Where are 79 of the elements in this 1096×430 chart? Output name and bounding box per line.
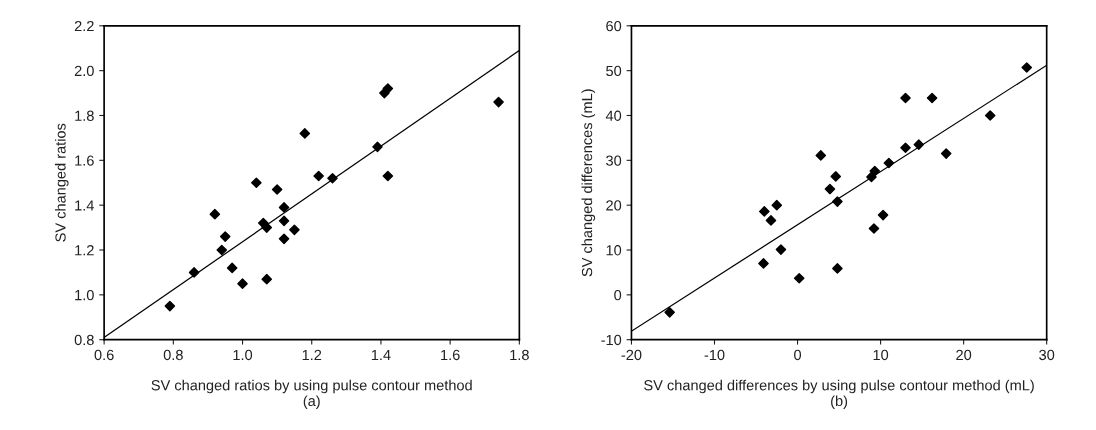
- y-tick-label: 10: [606, 245, 622, 256]
- point: [261, 222, 273, 233]
- point: [382, 170, 394, 182]
- x-tick-label: 10: [873, 349, 889, 361]
- x-tick-label: 1.6: [441, 349, 460, 361]
- point: [883, 157, 895, 169]
- point: [664, 307, 675, 318]
- y-tick-label: 1.6: [75, 155, 94, 166]
- point: [765, 215, 777, 226]
- point: [327, 172, 338, 184]
- point: [866, 171, 877, 183]
- x-axis-title: SV changed differences by using pulse contour method (mL) (b): [644, 379, 1034, 409]
- x-tick-label: -20: [621, 349, 642, 361]
- x-tick-label: 1.4: [371, 349, 391, 360]
- point: [313, 170, 324, 182]
- point: [771, 199, 783, 211]
- point: [824, 183, 836, 195]
- y-tick-label: 1.0: [75, 289, 94, 301]
- point: [793, 272, 805, 284]
- point: [758, 258, 769, 269]
- x-tick-label: 1.2: [302, 349, 322, 360]
- point: [940, 148, 952, 159]
- point: [382, 83, 394, 94]
- point: [913, 139, 925, 150]
- point: [271, 184, 283, 195]
- x-tick-label: 30: [1039, 349, 1055, 361]
- y-tick-label: 2.0: [74, 65, 94, 77]
- point: [832, 263, 843, 274]
- point: [219, 231, 231, 242]
- point: [209, 208, 221, 220]
- y-tick-label: 50: [606, 65, 622, 77]
- point: [251, 177, 262, 189]
- point: [299, 128, 311, 139]
- x-tick-label: 1.8: [510, 349, 529, 361]
- point: [868, 223, 880, 234]
- y-tick-label: 0.8: [74, 334, 94, 346]
- point: [984, 110, 996, 121]
- point: [278, 202, 290, 213]
- y-tick-label: -10: [601, 334, 622, 346]
- point: [261, 273, 273, 285]
- point: [926, 92, 938, 104]
- point: [815, 150, 827, 161]
- y-tick-label: 20: [606, 200, 622, 211]
- point: [759, 206, 770, 217]
- y-tick-label: 0: [614, 289, 622, 301]
- point: [775, 244, 787, 255]
- point: [188, 267, 200, 278]
- point: [877, 209, 889, 221]
- x-tick-label: 0: [794, 349, 802, 361]
- point: [900, 142, 911, 154]
- point: [237, 278, 248, 289]
- y-tick-label: 40: [605, 110, 622, 121]
- point: [830, 171, 842, 182]
- y-tick-label: 30: [606, 155, 622, 166]
- y-tick-label: 60: [606, 20, 622, 32]
- x-tick-label: 0.8: [163, 349, 183, 361]
- y-axis-title: SV changed ratios: [54, 123, 69, 242]
- x-tick-label: 20: [956, 349, 972, 361]
- x-axis-title: SV changed ratios by using pulse contour method (a): [151, 379, 472, 409]
- point: [1021, 62, 1033, 73]
- point: [289, 224, 300, 236]
- y-tick-label: 2.2: [74, 20, 94, 32]
- point: [216, 244, 228, 256]
- point: [900, 92, 911, 104]
- point: [278, 233, 290, 245]
- point: [493, 96, 504, 108]
- point: [869, 165, 881, 177]
- y-tick-label: 1.8: [75, 110, 94, 121]
- x-tick-label: -10: [704, 349, 725, 361]
- point: [372, 141, 383, 153]
- y-axis-title: SV changed differences (mL): [581, 89, 596, 277]
- point: [226, 262, 238, 274]
- y-tick-label: 1.4: [75, 200, 94, 211]
- x-tick-label: 0.6: [94, 349, 114, 361]
- y-tick-label: 1.2: [75, 245, 94, 256]
- point: [278, 215, 290, 227]
- point: [832, 196, 843, 207]
- x-tick-label: 1.0: [233, 349, 253, 361]
- point: [164, 300, 176, 312]
